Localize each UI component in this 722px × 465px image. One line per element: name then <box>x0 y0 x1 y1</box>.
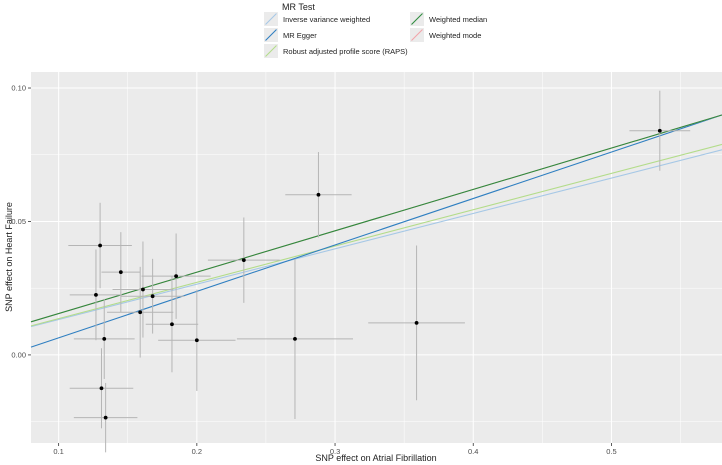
data-point <box>194 338 199 343</box>
legend-entry: Weighted mode <box>410 28 481 42</box>
legend-label: Weighted mode <box>429 31 481 40</box>
data-point-group <box>112 241 174 338</box>
data-point-group <box>145 276 199 373</box>
regression-line <box>30 143 722 327</box>
regression-line <box>30 149 722 328</box>
data-point-group <box>69 348 134 429</box>
x-tick-label: 0.2 <box>192 447 202 456</box>
data-point <box>99 386 104 391</box>
data-point-group <box>285 152 352 238</box>
legend-label: Weighted median <box>429 15 487 24</box>
legend-label: Robust adjusted profile score (RAPS) <box>283 47 408 56</box>
legend-key-line <box>265 45 277 57</box>
data-point <box>102 337 107 341</box>
data-point-group <box>120 258 185 334</box>
data-point <box>170 322 174 327</box>
data-point <box>316 192 321 197</box>
plot-panel <box>31 72 722 443</box>
data-point-group <box>368 245 465 401</box>
data-point-group <box>236 258 354 419</box>
data-point <box>414 320 419 325</box>
y-axis: 0.00 0.05 0.10 <box>11 84 31 360</box>
data-point <box>293 337 297 341</box>
regression-line <box>30 114 722 348</box>
data-point <box>118 270 123 275</box>
data-point-group <box>207 217 280 303</box>
grid <box>31 72 722 443</box>
data-point-group <box>69 249 123 341</box>
legend-entry: Inverse variance weighted <box>264 12 370 26</box>
data-point <box>94 292 98 297</box>
data-point <box>657 128 662 133</box>
regression-lines <box>30 114 722 348</box>
x-tick-label: 0.3 <box>330 447 340 456</box>
legend-label: MR Egger <box>283 31 317 40</box>
legend-key-line <box>265 13 277 25</box>
data-points <box>68 90 691 453</box>
legend-entry: Robust adjusted profile score (RAPS) <box>264 44 408 58</box>
x-tick-label: 0.1 <box>53 447 63 456</box>
y-axis-title: SNP effect on Heart Failure <box>4 202 14 312</box>
data-point-group <box>101 232 141 313</box>
data-point <box>98 243 102 248</box>
data-point-group <box>629 90 691 171</box>
data-point-group <box>141 233 211 319</box>
data-point <box>150 294 155 299</box>
x-tick-label: 0.4 <box>468 447 478 456</box>
y-tick-label: 0.00 <box>11 351 26 360</box>
legend-label: Inverse variance weighted <box>283 15 370 24</box>
data-point-group <box>73 298 135 379</box>
data-point-group <box>158 289 236 391</box>
y-tick-label: 0.05 <box>11 217 26 226</box>
data-point <box>103 415 108 420</box>
x-axis-title: SNP effect on Atrial Fibrillation <box>315 453 436 463</box>
regression-line <box>30 114 722 323</box>
data-point <box>241 258 246 263</box>
data-point <box>141 287 145 292</box>
data-point <box>138 310 143 315</box>
legend-key-line <box>265 29 277 41</box>
legend-entry: MR Egger <box>264 28 317 42</box>
y-tick-label: 0.10 <box>11 84 26 93</box>
legend: MR Test Inverse variance weighted MR Egge… <box>264 2 487 58</box>
data-point-group <box>73 382 138 453</box>
legend-key-line <box>411 13 423 25</box>
x-tick-label: 0.5 <box>606 447 616 456</box>
data-point-group <box>107 266 174 358</box>
legend-title: MR Test <box>282 2 315 12</box>
legend-entry: Weighted median <box>410 12 487 26</box>
x-axis: 0.1 0.2 0.3 0.4 0.5 <box>53 443 617 456</box>
data-point <box>174 274 179 279</box>
legend-key-line <box>411 29 423 41</box>
